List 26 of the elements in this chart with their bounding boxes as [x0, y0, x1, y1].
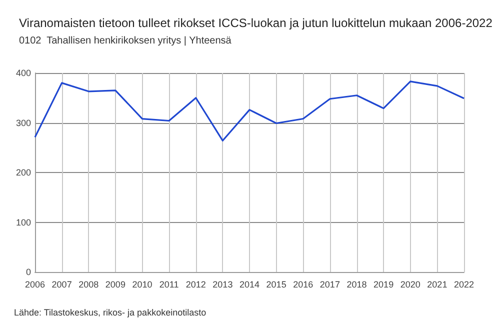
- text: Lähde: Tilastokeskus, rikos- ja pakkokeinotilasto: [14, 308, 206, 318]
- chart-title: Viranomaisten tietoon tulleet rikokset ICCS-luokan ja jutun luokittelun mukaan 2006-2022: [19, 16, 493, 30]
- y-tick-label: 300: [16, 118, 31, 128]
- x-tick-label: 2019: [374, 280, 394, 290]
- line-series: [34, 80, 465, 142]
- x-tick-label: 2013: [212, 280, 233, 290]
- x-tick-label: 2011: [159, 280, 179, 290]
- chart-subtitle: 0102 Tahallisen henkirikoksen yritys | Yhteensä: [19, 36, 232, 46]
- x-tick-label: 2022: [454, 280, 474, 290]
- x-tick-label: 2014: [239, 280, 260, 290]
- y-tick-label: 100: [16, 217, 31, 228]
- x-tick-label: 2007: [52, 280, 72, 290]
- x-tick-label: 2010: [132, 280, 152, 290]
- x-tick-label: 2012: [186, 280, 206, 290]
- x-tick-label: 2008: [78, 280, 99, 290]
- x-tick-label: 2018: [346, 280, 367, 290]
- x-tick-label: 2016: [293, 280, 314, 290]
- x-tick-label: 2009: [105, 280, 126, 290]
- x-tick-label: 2006: [24, 280, 46, 290]
- x-tick-label: 2021: [427, 280, 448, 290]
- y-tick-label: 0: [26, 267, 31, 277]
- x-tick-label: 2017: [320, 280, 340, 290]
- y-tick-label: 400: [16, 68, 31, 78]
- x-tick-label: 2020: [400, 280, 420, 290]
- y-tick-label: 200: [16, 168, 31, 178]
- x-tick-label: 2015: [266, 280, 286, 290]
